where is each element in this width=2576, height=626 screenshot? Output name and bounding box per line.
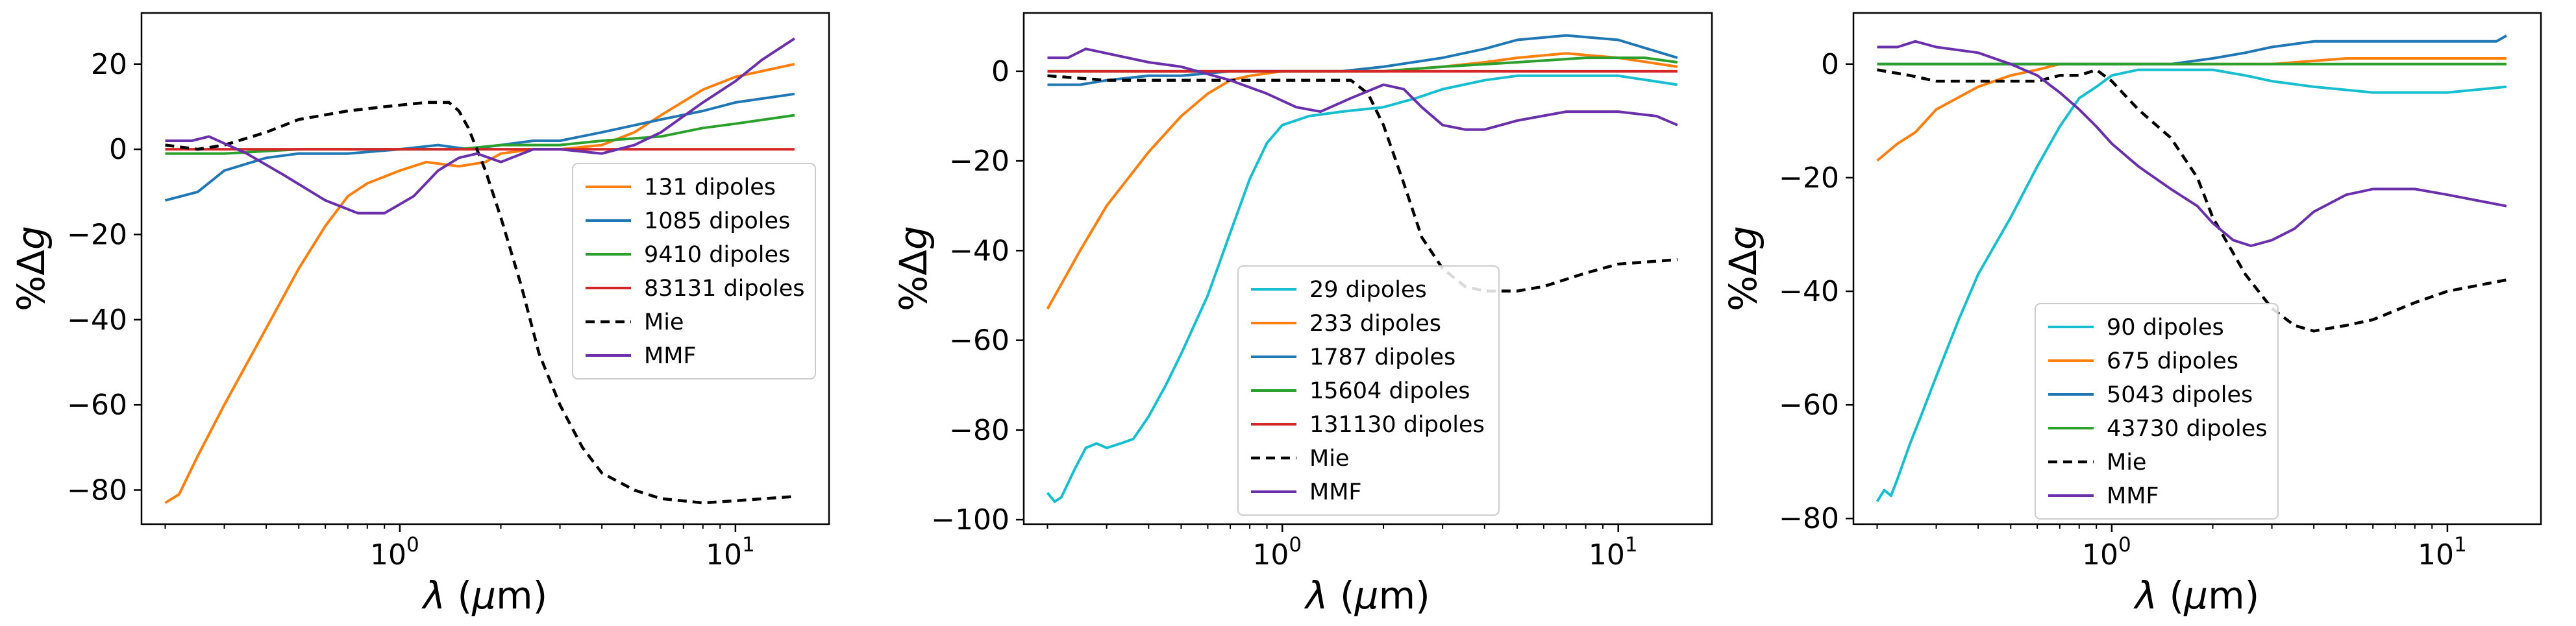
y-tick-label: −20: [67, 218, 127, 251]
x-tick-label: 101: [706, 533, 755, 572]
legend-label: 233 dipoles: [1309, 311, 1441, 337]
y-axis-label: %Δg: [891, 226, 935, 311]
legend-label: 5043 dipoles: [2107, 382, 2253, 408]
x-tick-label: 100: [370, 533, 419, 572]
series-line: [1877, 40, 2507, 247]
legend: 29 dipoles 233 dipoles 1787 dipoles 15604 d…: [1237, 265, 1500, 516]
series-lines: [1876, 34, 2507, 503]
legend-label: 675 dipoles: [2107, 348, 2238, 374]
x-tick-label: 101: [2418, 533, 2467, 572]
x-axis-label: λ (μm): [421, 573, 547, 618]
x-tick-label: 100: [2082, 533, 2131, 572]
legend-label: Mie: [2107, 450, 2146, 476]
legend-box: [1237, 265, 1500, 516]
y-tick-label: −60: [949, 324, 1009, 357]
series-line: [1876, 57, 2507, 162]
series-line: [165, 37, 795, 215]
x-tick-label: 100: [1252, 533, 1302, 572]
legend: 131 dipoles 1085 dipoles 9410 dipoles 83131…: [572, 163, 816, 379]
legend-label: 43730 dipoles: [2107, 416, 2268, 442]
series-lines: [1046, 34, 1678, 503]
legend-label: 1787 dipoles: [1309, 344, 1455, 370]
y-tick-label: −20: [1779, 162, 1839, 195]
y-axis-label: %Δg: [1721, 226, 1765, 311]
legend-label: 1085 dipoles: [644, 208, 790, 234]
legend-label: 9410 dipoles: [644, 242, 790, 268]
series-line: [1047, 74, 1678, 293]
x-axis-label: λ (μm): [2133, 573, 2259, 618]
series-line: [1877, 68, 2507, 333]
legend-label: 29 dipoles: [1309, 277, 1427, 303]
legend: 90 dipoles 675 dipoles 5043 dipoles 43730 d…: [2035, 303, 2279, 520]
axes-frame: [140, 12, 830, 525]
legend-label: 131130 dipoles: [1309, 412, 1485, 438]
x-axis-label: λ (μm): [1304, 573, 1430, 618]
y-tick-label: −80: [67, 474, 127, 507]
y-tick-label: −20: [949, 145, 1009, 178]
legend-label: 15604 dipoles: [1309, 378, 1470, 404]
y-tick-label: −80: [949, 414, 1009, 447]
series-lines: [164, 37, 795, 505]
legend-label: 131 dipoles: [644, 175, 776, 200]
axes-frame: [1022, 12, 1713, 525]
y-tick-label: −40: [949, 234, 1009, 267]
legend-label: 90 dipoles: [2107, 315, 2224, 341]
chart-panel-1: 20 0 −20 −40 −60 −80 100 101 λ (μm) %Δg 131 dipole…: [9, 12, 830, 618]
y-tick-label: 0: [109, 133, 127, 166]
chart-panel-2: 0 −20 −40 −60 −80 −100 100 101 λ (μm) %Δg 29 dipol…: [891, 12, 1713, 618]
y-tick-label: −40: [67, 304, 127, 337]
y-axis-label: %Δg: [9, 226, 53, 311]
legend-label: Mie: [644, 309, 684, 335]
y-tick-label: 0: [1821, 48, 1839, 81]
y-tick-label: −100: [931, 503, 1009, 536]
chart-panel-3: 0 −20 −40 −60 −80 100 101 λ (μm) %Δg 90 dipoles 67…: [1721, 12, 2542, 618]
series-line: [164, 62, 795, 504]
series-line: [1046, 74, 1678, 503]
y-tick-label: 0: [991, 55, 1009, 88]
y-tick-label: −40: [1779, 275, 1839, 308]
series-line: [1047, 47, 1678, 131]
series-line: [1876, 68, 2507, 503]
legend-box: [572, 163, 816, 379]
axes-frame: [1852, 12, 2542, 525]
legend-label: MMF: [1309, 479, 1362, 505]
legend-label: Mie: [1309, 446, 1349, 472]
legend-label: MMF: [2107, 483, 2159, 509]
series-line: [165, 101, 795, 505]
legend-label: MMF: [644, 343, 697, 369]
legend-box: [2035, 303, 2279, 520]
series-line: [1877, 34, 2507, 66]
x-tick-label: 101: [1589, 533, 1638, 572]
legend-label: 83131 dipoles: [644, 276, 805, 302]
y-tick-label: −60: [67, 389, 127, 422]
y-tick-label: −60: [1779, 389, 1839, 422]
y-tick-label: 20: [91, 48, 127, 81]
y-tick-label: −80: [1779, 502, 1839, 535]
